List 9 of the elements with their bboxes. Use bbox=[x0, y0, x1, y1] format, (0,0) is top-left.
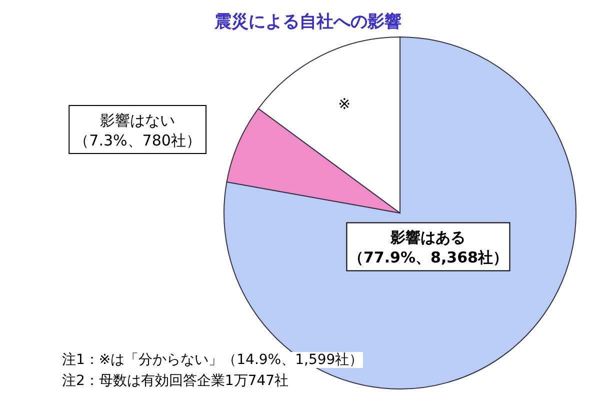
text: 注2：母数は有効回答企業1万747社 bbox=[62, 373, 289, 389]
pie-slice bbox=[224, 36, 576, 390]
data-label: （77.9%、8,368社） bbox=[348, 248, 508, 267]
slice-label: ※ bbox=[338, 95, 351, 114]
slice-label: 影響はない bbox=[100, 112, 176, 130]
chart-title: 震災による自社への影響 bbox=[214, 11, 402, 33]
text: 注1：※は「分からない」（14.9%、1,599社） bbox=[62, 352, 364, 368]
data-label: （7.3%、780社） bbox=[74, 132, 201, 150]
slice-label: 影響はある bbox=[390, 228, 466, 247]
